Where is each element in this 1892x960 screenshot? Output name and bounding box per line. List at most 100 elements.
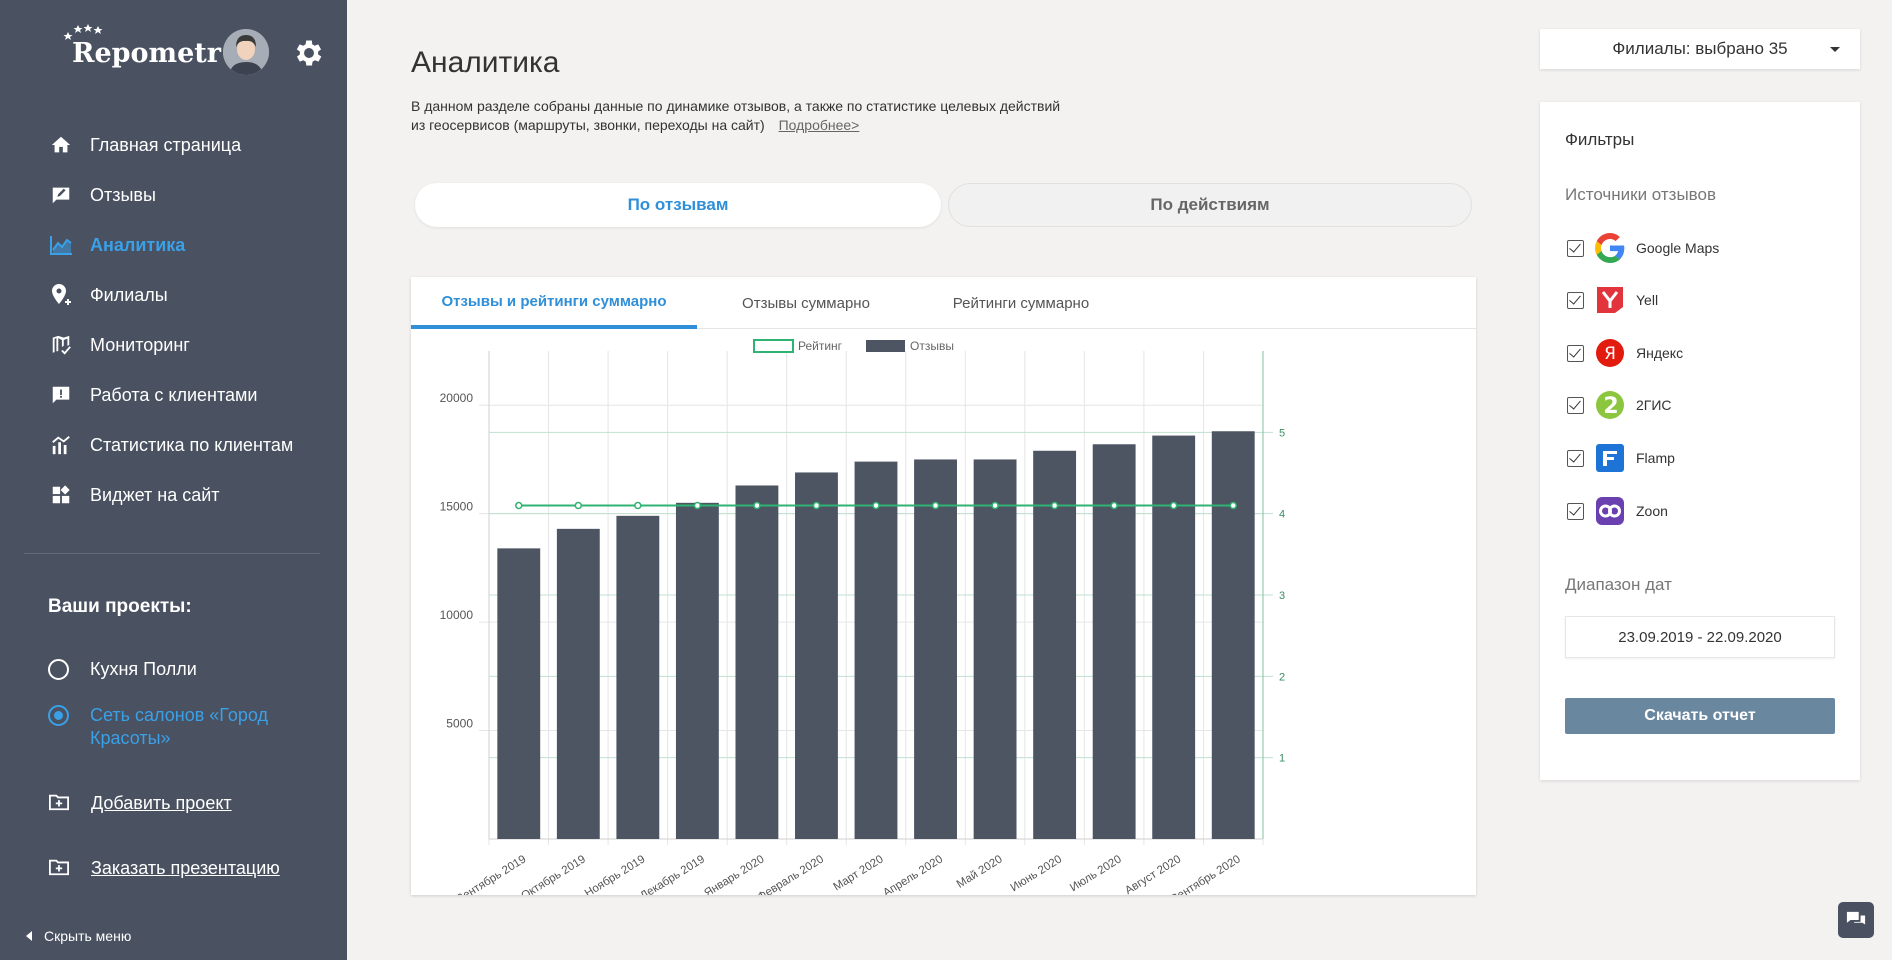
avatar[interactable]	[223, 29, 269, 75]
rating-point	[872, 501, 880, 510]
legend-label-rating: Рейтинг	[798, 339, 843, 353]
edit-icon	[48, 182, 74, 208]
x-tick-label: Июнь 2020	[1009, 853, 1065, 894]
source-label: Zoon	[1636, 503, 1668, 519]
folder-plus-icon	[48, 792, 70, 814]
order-presentation-link[interactable]: Заказать презентацию	[48, 857, 280, 879]
source-google[interactable]: Google Maps	[1567, 232, 1719, 264]
bar	[1211, 431, 1255, 839]
switch-by-actions[interactable]: По действиям	[948, 183, 1472, 227]
nav-item-home[interactable]: Главная страница	[0, 120, 347, 170]
brand-logo[interactable]: Repometr	[48, 20, 221, 80]
checkbox[interactable]	[1567, 344, 1584, 362]
nav-item-label: Статистика по клиентам	[90, 434, 294, 455]
source-label: Yell	[1636, 292, 1659, 308]
tab-ratings-total[interactable]: Рейтинги суммарно	[952, 294, 1090, 312]
svg-text:Я: Я	[1604, 344, 1616, 364]
filters-panel: Фильтры Источники отзывов Google Maps Ye…	[1540, 102, 1860, 780]
hide-menu-button[interactable]: Скрыть меню	[26, 928, 131, 944]
sources-title: Источники отзывов	[1565, 185, 1716, 204]
project-item[interactable]: Кухня Полли	[48, 659, 197, 680]
radio-icon[interactable]	[48, 705, 69, 726]
x-tick-label: Октябрь 2019	[519, 853, 588, 895]
page-description-text: В данном разделе собраны данные по динам…	[411, 98, 1061, 133]
source-flamp[interactable]: Flamp	[1567, 442, 1675, 474]
branches-select[interactable]: Филиалы: выбрано 35	[1540, 29, 1860, 69]
map-check-icon	[48, 332, 74, 358]
download-report-button[interactable]: Скачать отчет	[1565, 698, 1835, 734]
x-tick-label: Декабрь 2019	[638, 853, 707, 895]
source-yandex[interactable]: Я Яндекс	[1567, 337, 1683, 369]
nav-item-widget[interactable]: Виджет на сайт	[0, 470, 347, 520]
nav-item-label: Филиалы	[90, 284, 168, 305]
nav-item-reviews[interactable]: Отзывы	[0, 170, 347, 220]
x-tick-label: Февраль 2020	[756, 853, 826, 895]
source-2gis[interactable]: 2 2ГИС	[1567, 389, 1672, 421]
checkbox[interactable]	[1567, 291, 1584, 309]
bar	[1092, 444, 1136, 839]
source-yell[interactable]: Yell	[1567, 284, 1658, 316]
caret-down-icon	[1830, 47, 1840, 52]
stats-icon	[48, 432, 74, 458]
sidebar-divider	[24, 553, 320, 554]
x-tick-label: Ноябрь 2019	[583, 853, 648, 895]
folder-plus-icon	[48, 857, 70, 879]
y-right-tick-label: 3	[1279, 590, 1285, 602]
bar	[1033, 450, 1077, 839]
home-icon	[48, 132, 74, 158]
nav-item-analytics[interactable]: Аналитика	[0, 220, 347, 270]
source-label: Flamp	[1636, 450, 1675, 466]
tab-combined[interactable]: Отзывы и рейтинги суммарно	[411, 277, 697, 329]
x-tick-label: Май 2020	[955, 853, 1005, 890]
rating-point	[1169, 501, 1178, 510]
chat-alert-icon	[48, 382, 74, 408]
checkbox[interactable]	[1567, 239, 1584, 257]
chat-button[interactable]	[1838, 902, 1874, 938]
y-right-tick-label: 2	[1279, 671, 1285, 683]
bar	[914, 459, 957, 839]
nav-item-monitoring[interactable]: Мониторинг	[0, 320, 347, 370]
flamp-icon	[1594, 442, 1626, 474]
combo-chart: 5000 10000 15000 20000 1 2 3 4 5 Сентябрь 2019Окт…	[440, 339, 1285, 895]
y-right-tick-label: 5	[1279, 427, 1285, 439]
gear-icon[interactable]	[292, 36, 326, 70]
location-plus-icon	[48, 282, 74, 308]
checkbox[interactable]	[1567, 449, 1584, 467]
nav-item-client-stats[interactable]: Статистика по клиентам	[0, 420, 347, 470]
tab-reviews-total[interactable]: Отзывы суммарно	[742, 294, 870, 312]
legend-swatch-reviews	[866, 340, 905, 352]
page-title: Аналитика	[411, 46, 560, 79]
switch-by-reviews[interactable]: По отзывам	[415, 183, 941, 227]
checkbox[interactable]	[1567, 502, 1584, 520]
brand-name: Repometr	[72, 38, 221, 69]
add-project-link[interactable]: Добавить проект	[48, 792, 232, 814]
y-left-tick-label: 15000	[440, 500, 474, 514]
project-item-selected[interactable]: Сеть салонов «Город Красоты»	[48, 704, 298, 750]
rating-point	[1050, 501, 1059, 510]
nav-item-branches[interactable]: Филиалы	[0, 270, 347, 320]
radio-icon[interactable]	[48, 659, 69, 680]
bar	[795, 472, 838, 839]
google-icon	[1594, 232, 1626, 264]
sidebar: Repometr Главная страница Отзывы Аналити…	[0, 0, 347, 960]
date-range-title: Диапазон дат	[1565, 575, 1672, 594]
date-range-input[interactable]: 23.09.2019 - 22.09.2020	[1565, 616, 1835, 658]
y-left-tick-label: 10000	[440, 608, 474, 622]
legend-swatch-rating	[753, 339, 794, 353]
x-tick-label: Январь 2020	[702, 853, 766, 895]
nav-item-clients[interactable]: Работа с клиентами	[0, 370, 347, 420]
rating-point	[634, 501, 642, 510]
checkbox[interactable]	[1567, 396, 1584, 414]
rating-point	[515, 501, 523, 510]
order-presentation-label: Заказать презентацию	[91, 857, 280, 878]
2gis-icon: 2	[1594, 389, 1626, 421]
bar	[973, 459, 1017, 839]
source-zoon[interactable]: Zoon	[1567, 495, 1668, 527]
add-project-label: Добавить проект	[91, 792, 232, 813]
more-link[interactable]: Подробнее>	[778, 117, 860, 133]
x-tick-label: Июль 2020	[1068, 853, 1124, 894]
x-tick-label: Март 2020	[831, 853, 885, 893]
zoon-icon	[1594, 495, 1626, 527]
logo-moon-icon	[52, 24, 103, 74]
nav-item-label: Работа с клиентами	[90, 384, 258, 405]
